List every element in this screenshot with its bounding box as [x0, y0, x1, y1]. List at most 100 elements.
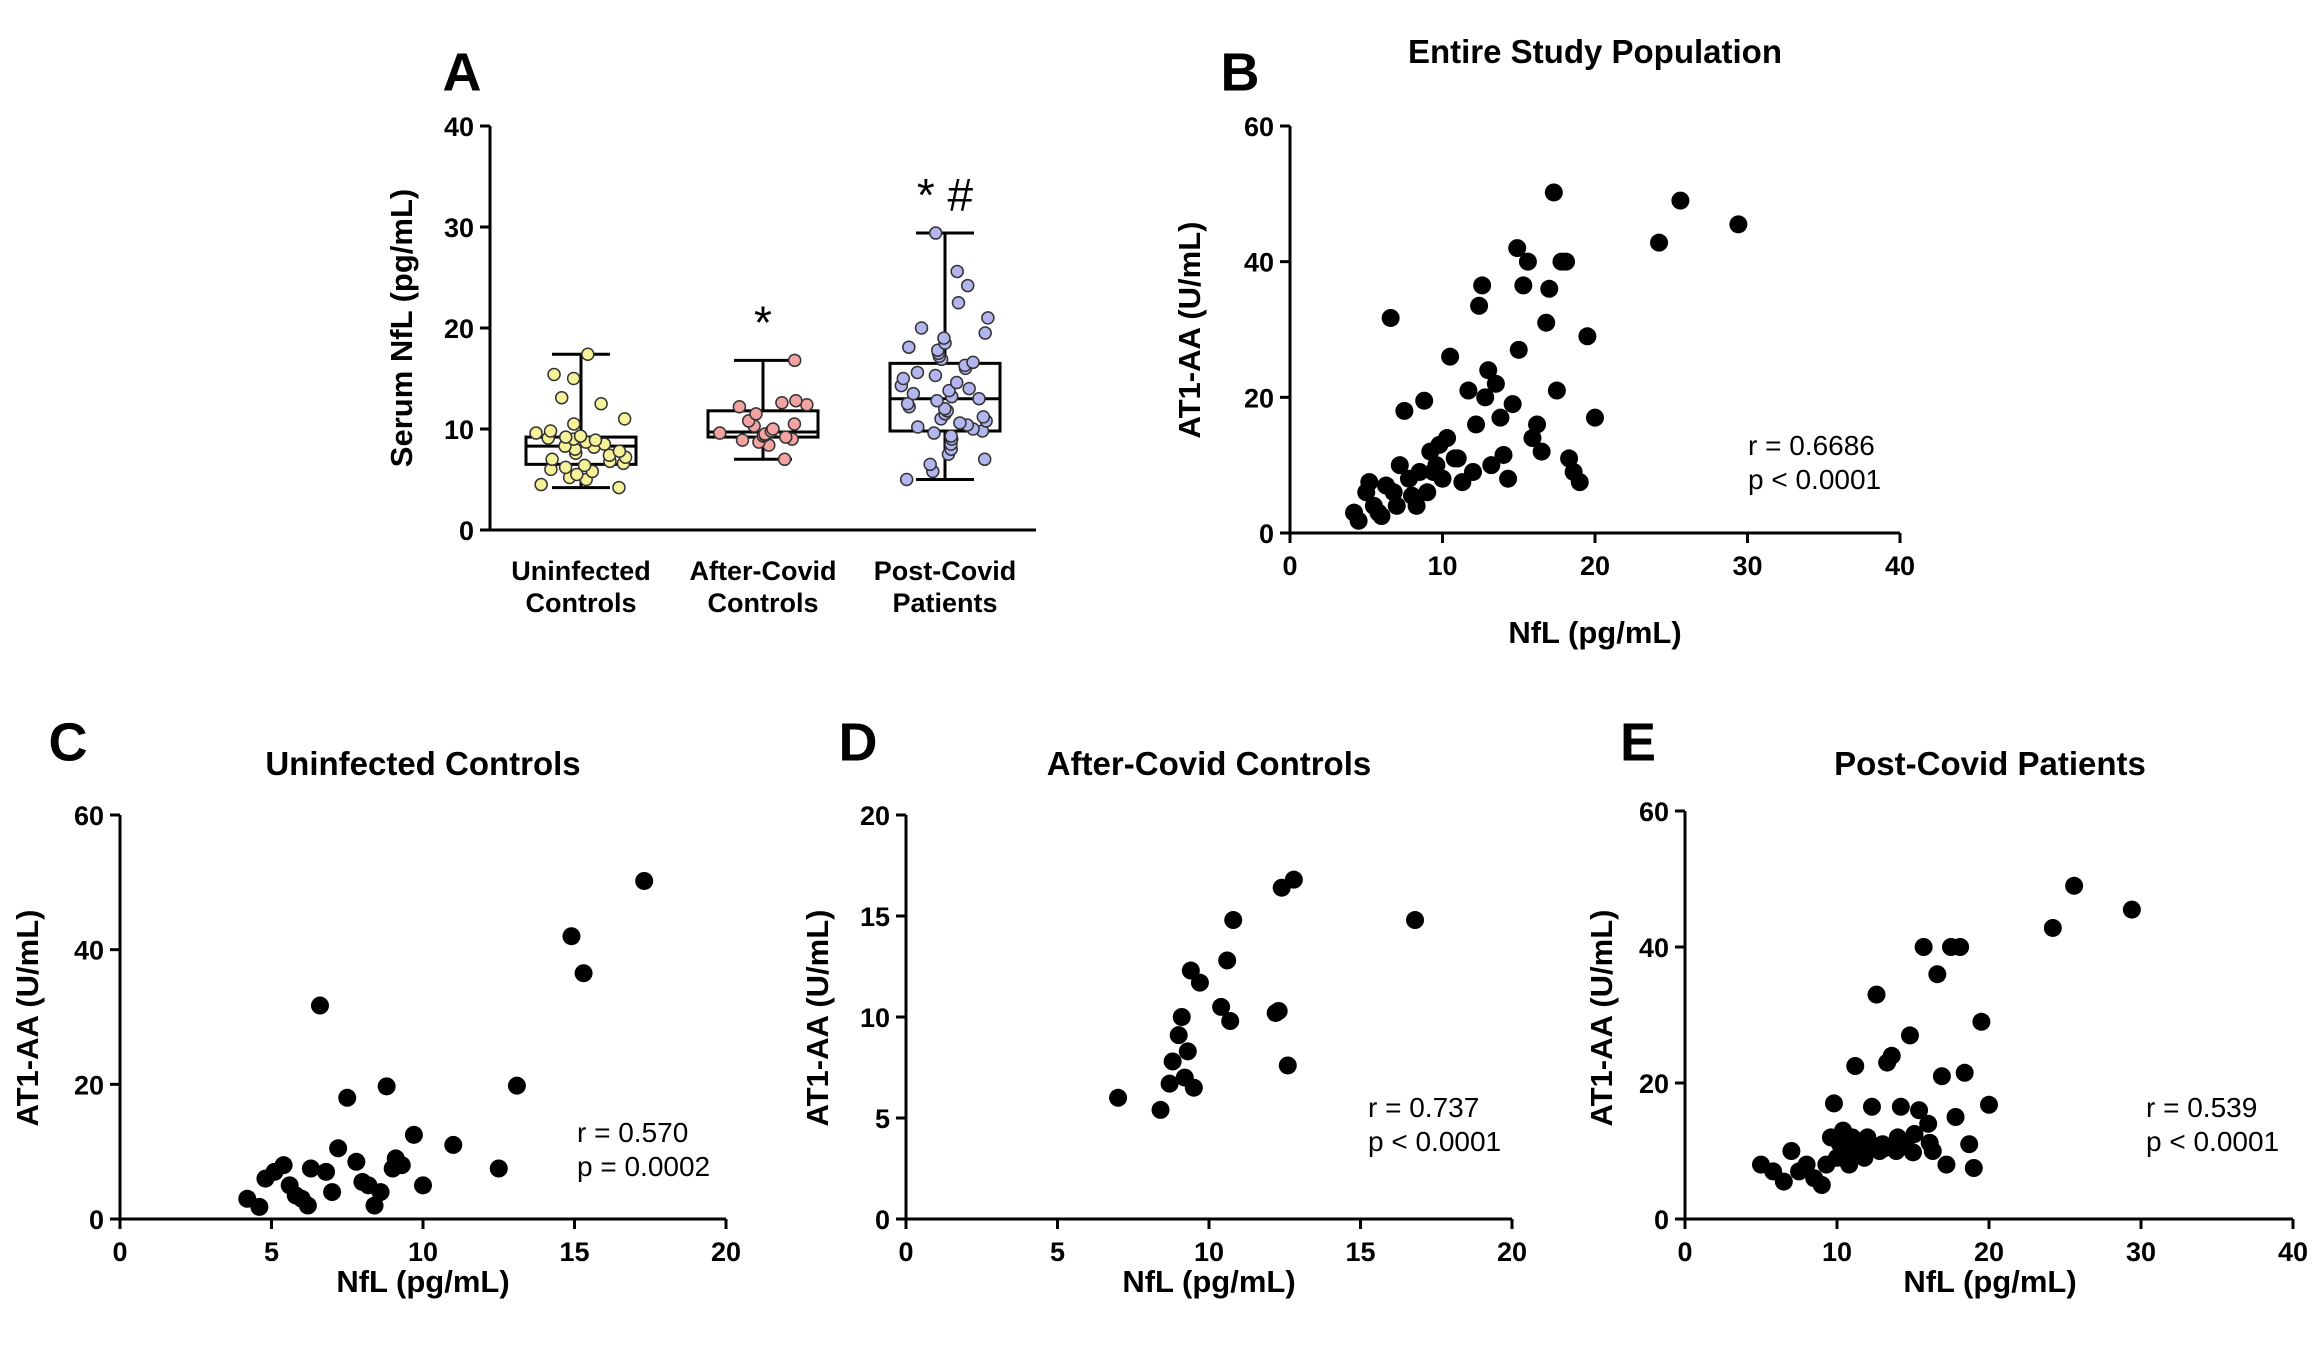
x-tick-label: 10 [1822, 1237, 1852, 1267]
y-tick-label: 10 [444, 415, 474, 445]
data-point [1547, 381, 1566, 400]
data-point [1650, 233, 1669, 252]
y-tick-label: 30 [444, 213, 474, 243]
chart-title: Entire Study Population [1408, 33, 1782, 70]
data-point [1448, 449, 1467, 468]
data-point [906, 386, 921, 401]
data-point [1109, 1088, 1128, 1107]
data-point [899, 472, 914, 487]
data-point [1882, 1046, 1901, 1065]
data-point [1514, 276, 1533, 295]
data-point [1812, 1176, 1831, 1194]
x-tick-label: 5 [1050, 1237, 1065, 1267]
data-point [1218, 951, 1237, 970]
y-tick-label: 40 [1639, 933, 1669, 963]
y-tick-label: 20 [1639, 1069, 1669, 1099]
data-point [1729, 215, 1748, 234]
x-tick-label: 10 [408, 1237, 438, 1267]
data-point [2043, 918, 2062, 937]
data-point [507, 1076, 526, 1095]
data-point [570, 467, 584, 482]
data-point [972, 391, 986, 406]
data-point [414, 1176, 432, 1195]
y-axis-label: AT1-AA (U/mL) [1172, 222, 1207, 439]
y-axis-label: Serum NfL (pg/mL) [384, 189, 419, 467]
data-point [1278, 1056, 1297, 1075]
data-point [951, 296, 966, 310]
data-point [1774, 1172, 1793, 1191]
data-point [1479, 361, 1498, 380]
data-point [1349, 511, 1368, 530]
data-point [1418, 483, 1437, 502]
p-value: p < 0.0001 [1368, 1126, 1501, 1157]
data-point [977, 452, 992, 467]
data-point [489, 1159, 508, 1178]
data-point [787, 417, 802, 431]
data-point [1946, 1108, 1965, 1126]
y-tick-label: 20 [1244, 383, 1274, 413]
x-tick-label: 20 [1580, 551, 1610, 581]
data-point [1459, 381, 1478, 400]
y-axis-label: AT1-AA (U/mL) [800, 910, 835, 1127]
data-point [377, 1077, 396, 1096]
data-point [1586, 408, 1604, 427]
chart-title: Post-Covid Patients [1834, 745, 2146, 782]
p-value: p = 0.0002 [577, 1151, 710, 1182]
data-point [1846, 1057, 1865, 1075]
data-point [558, 460, 573, 475]
data-point [574, 964, 593, 983]
data-point [635, 871, 654, 890]
p-value: p < 0.0001 [1748, 464, 1881, 495]
data-point [911, 420, 925, 434]
data-point [1797, 1155, 1816, 1174]
data-point [529, 426, 543, 440]
data-point [371, 1183, 390, 1202]
data-point [1491, 408, 1510, 427]
data-point [1932, 1067, 1951, 1086]
data-point [766, 422, 780, 436]
data-point [1532, 442, 1551, 461]
correlation-r: r = 0.737 [1368, 1092, 1479, 1123]
data-point [928, 226, 943, 240]
data-point [1980, 1095, 1998, 1114]
y-tick-label: 0 [459, 516, 474, 546]
x-tick-label: 15 [1345, 1237, 1375, 1267]
data-point [612, 444, 627, 458]
data-point [978, 326, 992, 340]
data-point [1410, 462, 1429, 481]
x-tick-label: 30 [2126, 1237, 2156, 1267]
y-tick-label: 20 [74, 1070, 104, 1100]
data-point [1503, 395, 1522, 414]
data-points [238, 871, 654, 1216]
panel-c: C Uninfected Controls 0 20 40 60 0 5 10 15 20 AT1-A… [10, 712, 741, 1299]
data-point [1578, 327, 1597, 346]
data-point [749, 407, 763, 421]
data-point [1390, 456, 1409, 475]
data-points [1345, 183, 1748, 530]
data-point [1269, 1001, 1288, 1020]
data-point [981, 311, 995, 325]
data-point [1518, 252, 1537, 271]
data-point [1470, 296, 1489, 315]
data-point [953, 416, 967, 430]
x-tick-label: 10 [1194, 1237, 1224, 1267]
data-point [562, 927, 581, 946]
x-tick-label: 10 [1427, 551, 1457, 581]
data-point [588, 433, 603, 447]
correlation-r: r = 0.6686 [1748, 430, 1875, 461]
x-tick-label: 30 [1732, 551, 1762, 581]
data-point [1914, 938, 1933, 956]
data-point [1528, 415, 1547, 434]
p-value: p < 0.0001 [2146, 1126, 2279, 1157]
data-point [1508, 239, 1527, 258]
category-label-line2: Patients [892, 588, 997, 618]
data-point [1847, 1145, 1866, 1164]
data-point [1151, 1100, 1170, 1119]
x-axis-label: NfL (pg/mL) [336, 1264, 509, 1299]
data-point [545, 452, 559, 467]
data-point [617, 412, 632, 426]
data-point [554, 390, 569, 405]
data-point [1387, 496, 1406, 515]
